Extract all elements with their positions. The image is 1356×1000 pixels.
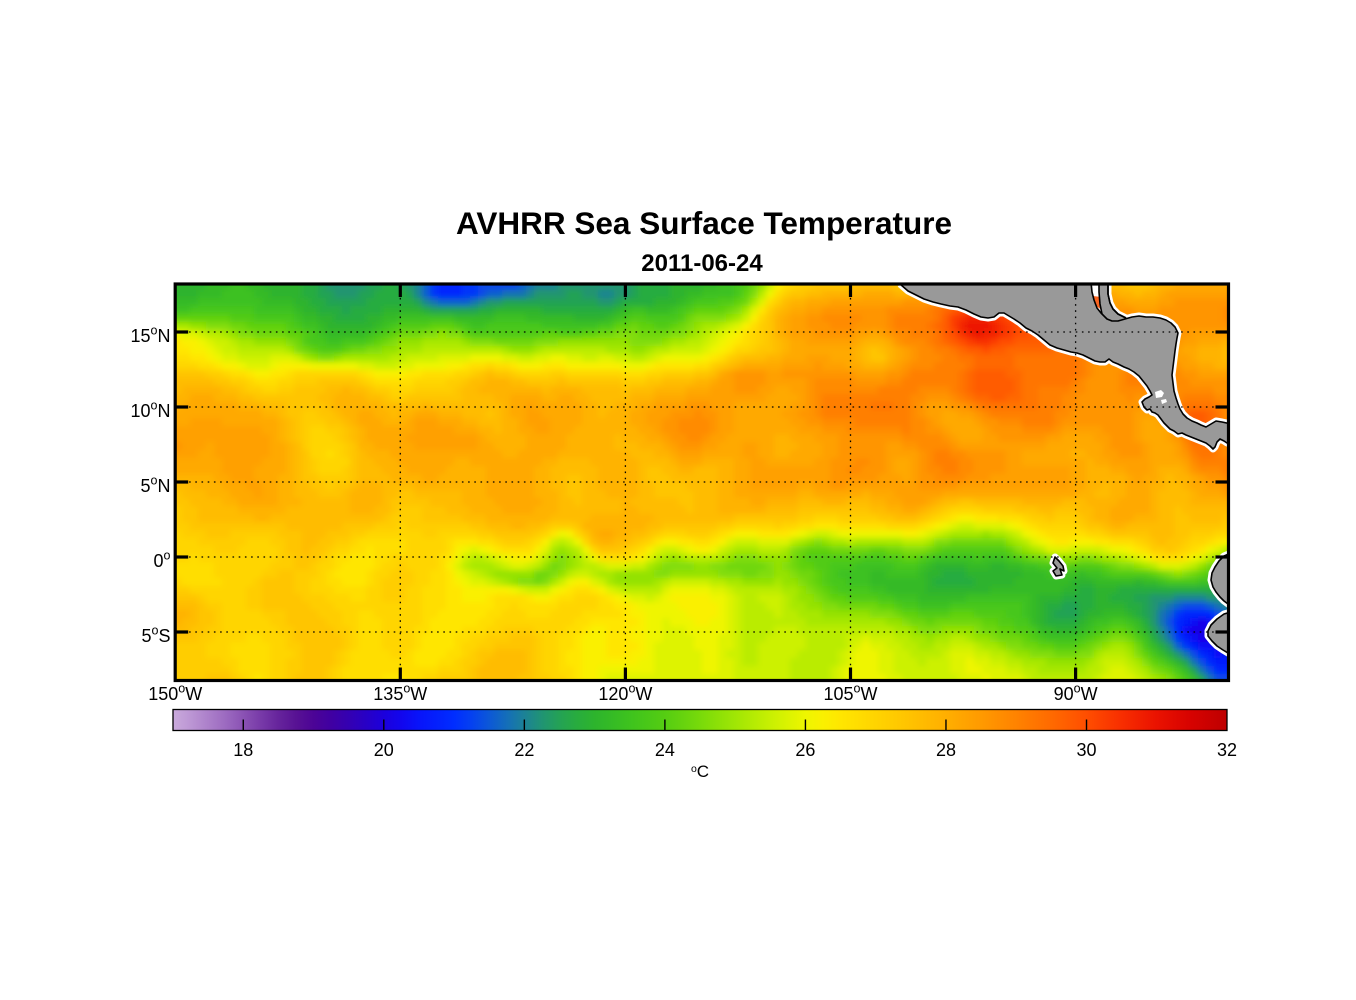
svg-text:90oW: 90oW: [1054, 682, 1098, 705]
svg-text:120oW: 120oW: [598, 682, 652, 705]
svg-text:24: 24: [655, 740, 675, 760]
svg-text:5oS: 5oS: [142, 624, 171, 647]
svg-text:32: 32: [1217, 740, 1237, 760]
svg-text:15oN: 15oN: [131, 324, 171, 347]
svg-text:135oW: 135oW: [373, 682, 427, 705]
svg-text:oC: oC: [691, 762, 709, 781]
svg-text:150oW: 150oW: [148, 682, 202, 705]
svg-text:AVHRR Sea Surface Temperature: AVHRR Sea Surface Temperature: [456, 205, 952, 241]
svg-text:20: 20: [374, 740, 394, 760]
svg-text:22: 22: [514, 740, 534, 760]
svg-text:10oN: 10oN: [131, 399, 171, 422]
svg-text:105oW: 105oW: [824, 682, 878, 705]
svg-text:26: 26: [795, 740, 815, 760]
svg-text:2011-06-24: 2011-06-24: [641, 250, 763, 277]
svg-text:30: 30: [1076, 740, 1096, 760]
svg-text:18: 18: [233, 740, 253, 760]
svg-text:28: 28: [936, 740, 956, 760]
svg-text:5oN: 5oN: [141, 474, 171, 497]
